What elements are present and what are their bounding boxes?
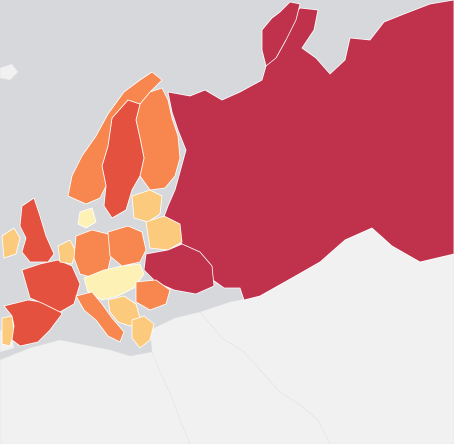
land-north-africa <box>0 339 191 444</box>
region-denmark[interactable] <box>77 207 97 229</box>
region-ukraine[interactable] <box>143 243 215 295</box>
region-ireland[interactable] <box>1 227 21 259</box>
region-poland[interactable] <box>107 225 147 267</box>
region-baltics[interactable] <box>131 189 163 223</box>
region-france[interactable] <box>21 259 81 313</box>
region-romania[interactable] <box>135 279 171 311</box>
region-norway[interactable] <box>67 71 163 205</box>
region-greece[interactable] <box>131 315 155 349</box>
region-italy[interactable] <box>75 291 125 343</box>
land-iceland <box>0 63 19 81</box>
region-russia-islands[interactable] <box>261 1 301 67</box>
region-belarus[interactable] <box>145 215 183 251</box>
